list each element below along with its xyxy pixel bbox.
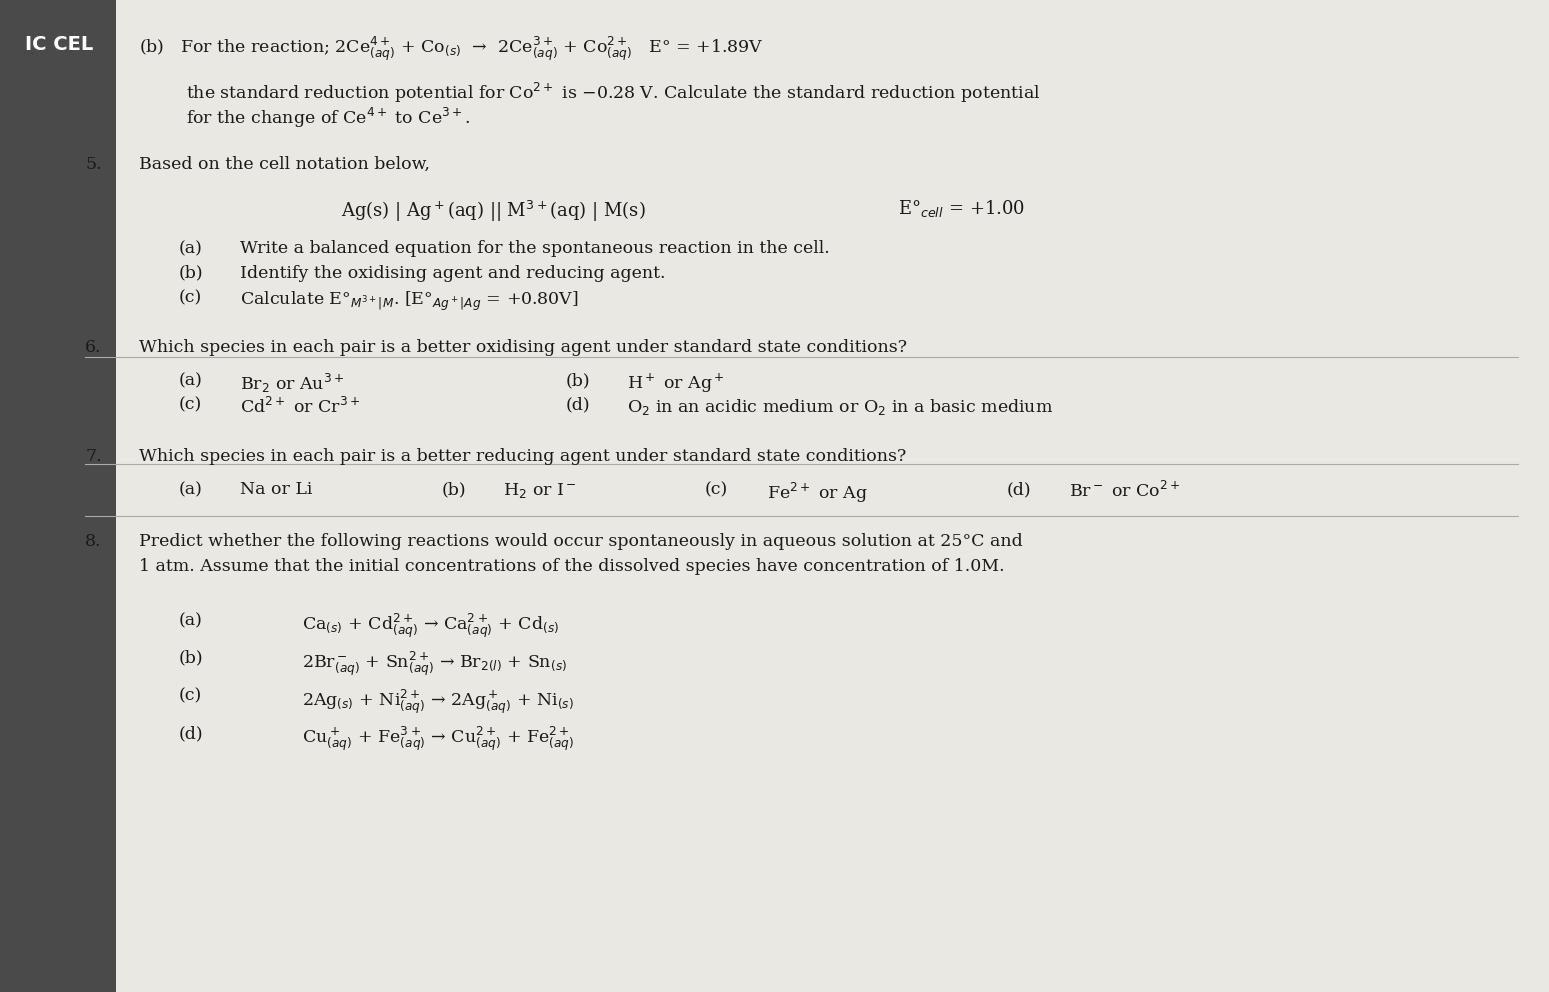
Text: Identify the oxidising agent and reducing agent.: Identify the oxidising agent and reducin… [240,265,666,282]
Text: Write a balanced equation for the spontaneous reaction in the cell.: Write a balanced equation for the sponta… [240,240,830,257]
Text: H$^+$ or Ag$^+$: H$^+$ or Ag$^+$ [627,372,725,395]
Text: (d): (d) [1007,481,1032,498]
Text: (b): (b) [178,650,203,667]
Text: E°$_{cell}$ = +1.00: E°$_{cell}$ = +1.00 [898,198,1025,219]
Text: (a): (a) [178,240,201,257]
Text: 6.: 6. [85,339,102,356]
Text: Cu$^+_{(aq)}$ + Fe$^{3+}_{(aq)}$ → Cu$^{2+}_{(aq)}$ + Fe$^{2+}_{(aq)}$: Cu$^+_{(aq)}$ + Fe$^{3+}_{(aq)}$ → Cu$^{… [302,725,575,754]
Text: Br$_2$ or Au$^{3+}$: Br$_2$ or Au$^{3+}$ [240,372,344,395]
FancyBboxPatch shape [116,0,1549,992]
Text: (c): (c) [178,397,201,414]
Text: Calculate E°$_{M^{3+}|M}$. [E°$_{Ag^+|Ag}$ = +0.80V]: Calculate E°$_{M^{3+}|M}$. [E°$_{Ag^+|Ag… [240,290,579,312]
Text: Fe$^{2+}$ or Ag: Fe$^{2+}$ or Ag [767,481,867,505]
Text: 8.: 8. [85,533,102,550]
Text: (d): (d) [565,397,590,414]
Text: Ca$_{(s)}$ + Cd$^{2+}_{(aq)}$ → Ca$^{2+}_{(aq)}$ + Cd$_{(s)}$: Ca$_{(s)}$ + Cd$^{2+}_{(aq)}$ → Ca$^{2+}… [302,612,559,641]
Text: (b): (b) [565,372,590,389]
Text: Predict whether the following reactions would occur spontaneously in aqueous sol: Predict whether the following reactions … [139,533,1024,550]
Text: the standard reduction potential for Co$^{2+}$ is −0.28 V. Calculate the standar: the standard reduction potential for Co$… [186,81,1041,105]
Text: (b)   For the reaction; 2Ce$^{4+}_{(aq)}$ + Co$_{(s)}$  →  2Ce$^{3+}_{(aq)}$ + C: (b) For the reaction; 2Ce$^{4+}_{(aq)}$ … [139,35,764,63]
Text: 7.: 7. [85,448,102,465]
Text: (c): (c) [178,687,201,704]
FancyBboxPatch shape [0,0,116,992]
Text: (d): (d) [178,725,203,742]
Text: Ag(s) | Ag$^+$(aq) || M$^{3+}$(aq) | M(s): Ag(s) | Ag$^+$(aq) || M$^{3+}$(aq) | M(s… [341,198,646,223]
Text: 2Ag$_{(s)}$ + Ni$^{2+}_{(aq)}$ → 2Ag$^+_{(aq)}$ + Ni$_{(s)}$: 2Ag$_{(s)}$ + Ni$^{2+}_{(aq)}$ → 2Ag$^+_… [302,687,575,716]
Text: (c): (c) [705,481,728,498]
Text: (a): (a) [178,481,201,498]
Text: O$_2$ in an acidic medium or O$_2$ in a basic medium: O$_2$ in an acidic medium or O$_2$ in a … [627,397,1053,417]
Text: (c): (c) [178,290,201,307]
Text: (b): (b) [178,265,203,282]
Text: Br$^-$ or Co$^{2+}$: Br$^-$ or Co$^{2+}$ [1069,481,1180,501]
Text: Cd$^{2+}$ or Cr$^{3+}$: Cd$^{2+}$ or Cr$^{3+}$ [240,397,361,417]
Text: IC CEL: IC CEL [25,35,93,54]
Text: Based on the cell notation below,: Based on the cell notation below, [139,156,431,173]
Text: Na or Li: Na or Li [240,481,313,498]
Text: 2Br$^-_{(aq)}$ + Sn$^{2+}_{(aq)}$ → Br$_{2(l)}$ + Sn$_{(s)}$: 2Br$^-_{(aq)}$ + Sn$^{2+}_{(aq)}$ → Br$_… [302,650,567,679]
Text: (a): (a) [178,372,201,389]
Text: for the change of Ce$^{4+}$ to Ce$^{3+}$.: for the change of Ce$^{4+}$ to Ce$^{3+}$… [186,106,471,130]
Text: Which species in each pair is a better oxidising agent under standard state cond: Which species in each pair is a better o… [139,339,908,356]
Text: Which species in each pair is a better reducing agent under standard state condi: Which species in each pair is a better r… [139,448,906,465]
Text: H$_2$ or I$^-$: H$_2$ or I$^-$ [503,481,578,500]
Text: 1 atm. Assume that the initial concentrations of the dissolved species have conc: 1 atm. Assume that the initial concentra… [139,558,1005,574]
Text: (a): (a) [178,612,201,629]
Text: 5.: 5. [85,156,102,173]
Text: (b): (b) [441,481,466,498]
